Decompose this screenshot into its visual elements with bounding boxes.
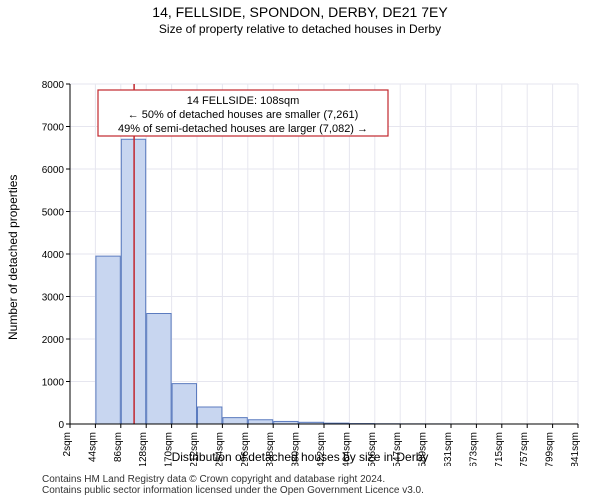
x-axis-label: Distribution of detached houses by size … <box>0 450 600 464</box>
svg-text:3000: 3000 <box>42 293 65 304</box>
svg-text:← 50% of detached houses are s: ← 50% of detached houses are smaller (7,… <box>128 109 359 121</box>
chart-container: 0100020003000400050006000700080002sqm44s… <box>0 36 600 466</box>
page-subtitle: Size of property relative to detached ho… <box>0 20 600 36</box>
page-title: 14, FELLSIDE, SPONDON, DERBY, DE21 7EY <box>0 0 600 20</box>
footer-line1: Contains HM Land Registry data © Crown c… <box>42 474 424 485</box>
svg-text:8000: 8000 <box>42 80 65 91</box>
svg-text:49% of semi-detached houses ar: 49% of semi-detached houses are larger (… <box>118 123 368 135</box>
svg-text:14 FELLSIDE: 108sqm: 14 FELLSIDE: 108sqm <box>187 95 300 107</box>
svg-text:5000: 5000 <box>42 208 65 219</box>
svg-text:2000: 2000 <box>42 335 65 346</box>
footer-attribution: Contains HM Land Registry data © Crown c… <box>0 474 424 496</box>
bar-chart: 0100020003000400050006000700080002sqm44s… <box>0 36 600 466</box>
footer-line2: Contains public sector information licen… <box>42 485 424 496</box>
svg-text:4000: 4000 <box>42 250 65 261</box>
svg-text:6000: 6000 <box>42 165 65 176</box>
svg-text:7000: 7000 <box>42 123 65 134</box>
svg-text:0: 0 <box>58 420 64 431</box>
svg-text:1000: 1000 <box>42 378 65 389</box>
